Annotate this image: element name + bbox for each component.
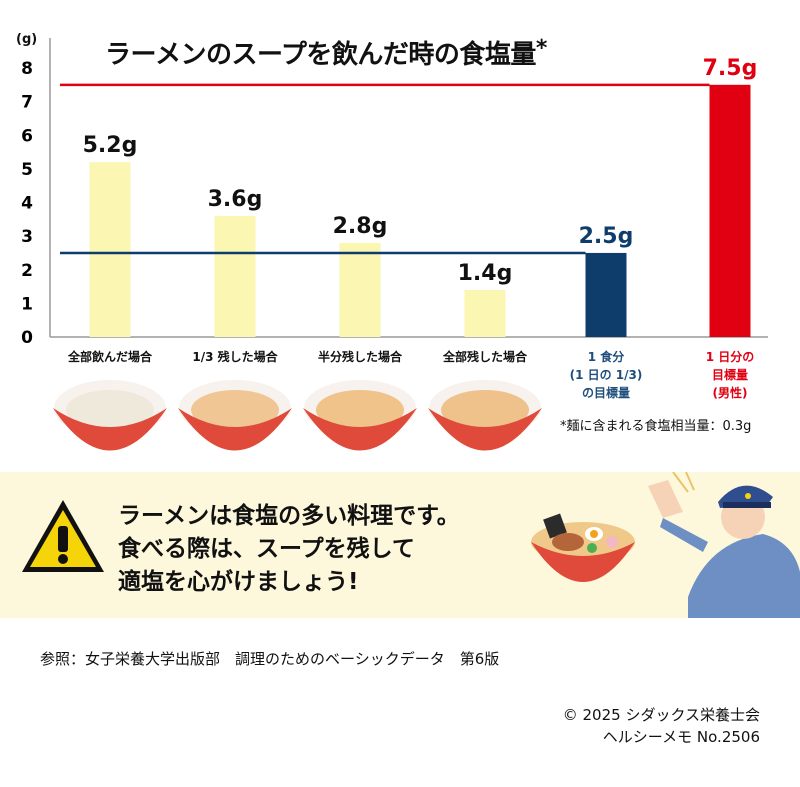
bar bbox=[339, 242, 381, 337]
y-tick-label: 1 bbox=[21, 294, 33, 314]
bar-value-label: 5.2g bbox=[83, 133, 138, 158]
bar-value-label: 2.5g bbox=[579, 224, 634, 249]
warning-icon bbox=[22, 500, 104, 572]
category-label: 全部飲んだ場合 bbox=[67, 349, 153, 364]
bar-value-label: 7.5g bbox=[703, 56, 758, 81]
banner-line-1: ラーメンは食塩の多い料理です。 bbox=[118, 503, 460, 529]
category-label: (男性) bbox=[713, 385, 748, 400]
y-tick-label: 2 bbox=[21, 261, 33, 281]
banner-line-3: 適塩を心がけましょう! bbox=[118, 569, 359, 595]
y-tick-label: 3 bbox=[21, 227, 33, 247]
soup-bowl bbox=[178, 380, 292, 451]
category-label: (1 日の 1/3) bbox=[570, 368, 643, 382]
memo-number: ヘルシーメモ No.2506 bbox=[602, 728, 760, 746]
y-axis-unit: (g) bbox=[16, 32, 38, 47]
y-tick-label: 8 bbox=[21, 59, 33, 79]
y-tick-label: 7 bbox=[21, 93, 33, 113]
y-tick-label: 0 bbox=[21, 328, 33, 348]
soup-bowl bbox=[303, 380, 417, 451]
noodle-salt-note: *麺に含まれる食塩相当量：0.3g bbox=[560, 419, 752, 434]
bar bbox=[89, 162, 131, 337]
category-label: 半分残した場合 bbox=[318, 349, 403, 364]
bar bbox=[585, 252, 627, 337]
category-label: の目標量 bbox=[582, 385, 630, 400]
bar-value-label: 3.6g bbox=[208, 187, 263, 212]
bar-value-label: 2.8g bbox=[333, 214, 388, 239]
guard-illustration bbox=[648, 472, 800, 618]
category-label: 目標量 bbox=[712, 367, 748, 382]
reference-citation: 参照：女子栄養大学出版部 調理のためのベーシックデータ 第6版 bbox=[40, 650, 500, 668]
chart-title: ラーメンのスープを飲んだ時の食塩量* bbox=[105, 36, 547, 70]
category-label: 全部残した場合 bbox=[442, 349, 528, 364]
ramen-bowl-illustration bbox=[531, 513, 635, 582]
copyright-text: © 2025 シダックス栄養士会 bbox=[562, 706, 760, 724]
category-label: 1 食分 bbox=[588, 349, 625, 364]
warning-banner: ラーメンは食塩の多い料理です。 食べる際は、スープを残して 適塩を心がけましょう… bbox=[0, 472, 800, 618]
soup-bowl bbox=[53, 380, 167, 451]
category-label: 1 日分の bbox=[706, 349, 755, 364]
bar bbox=[214, 215, 256, 337]
y-tick-label: 4 bbox=[21, 194, 33, 214]
salt-bar-chart: 0 1 2 3 4 5 6 7 8 5.2g 全部飲んだ場合 3.6g 1/3 残した場合 2.8g 半分残… bbox=[21, 38, 768, 451]
bar bbox=[709, 84, 751, 337]
bar-value-label: 1.4g bbox=[458, 261, 513, 286]
banner-message: ラーメンは食塩の多い料理です。 食べる際は、スープを残して 適塩を心がけましょう… bbox=[118, 500, 538, 599]
banner-line-2: 食べる際は、スープを残して bbox=[118, 536, 415, 562]
y-tick-label: 5 bbox=[21, 160, 33, 180]
soup-bowl bbox=[428, 380, 542, 451]
y-tick-label: 6 bbox=[21, 126, 33, 146]
copyright-block: © 2025 シダックス栄養士会 ヘルシーメモ No.2506 bbox=[563, 704, 760, 748]
bar bbox=[464, 289, 506, 337]
category-label: 1/3 残した場合 bbox=[192, 349, 278, 364]
